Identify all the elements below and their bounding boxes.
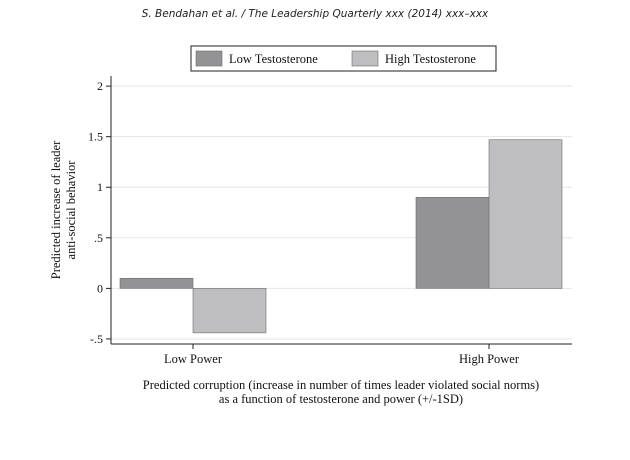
legend: Low Testosterone High Testosterone: [190, 45, 497, 72]
bars: [119, 139, 563, 334]
category-label: High Power: [459, 352, 520, 366]
x-axis: Low Power High Power: [111, 343, 572, 366]
bar-high-power-high-testosterone: [488, 139, 563, 289]
bar-low-power-high-testosterone: [192, 288, 267, 334]
y-tick-label: 0: [97, 281, 103, 295]
legend-swatch: [195, 50, 223, 67]
running-head: S. Bendahan et al. / The Leadership Quar…: [141, 8, 489, 20]
y-tick-label: 1.5: [88, 130, 103, 144]
y-axis-title: Predicted increase of leaderanti-social …: [49, 140, 78, 279]
legend-box: [190, 45, 497, 72]
legend-swatch: [351, 50, 379, 67]
legend-label: Low Testosterone: [229, 52, 318, 66]
category-label: Low Power: [164, 352, 223, 366]
bar-low-power-low-testosterone: [119, 277, 194, 289]
y-tick-label: 1: [97, 180, 103, 194]
y-tick-label: 2: [97, 79, 103, 93]
y-tick-label: .5: [94, 231, 103, 245]
y-tick-label: -.5: [90, 332, 103, 346]
x-axis-title: Predicted corruption (increase in number…: [143, 378, 539, 406]
y-axis-title-text: Predicted increase of leaderanti-social …: [49, 140, 78, 279]
legend-label: High Testosterone: [385, 52, 476, 66]
x-axis-title-line: Predicted corruption (increase in number…: [143, 378, 539, 392]
bar-high-power-low-testosterone: [415, 197, 490, 289]
y-axis: -.5 0 .5 1 1.5 2: [88, 76, 112, 346]
x-axis-title-line: as a function of testosterone and power …: [219, 392, 463, 406]
